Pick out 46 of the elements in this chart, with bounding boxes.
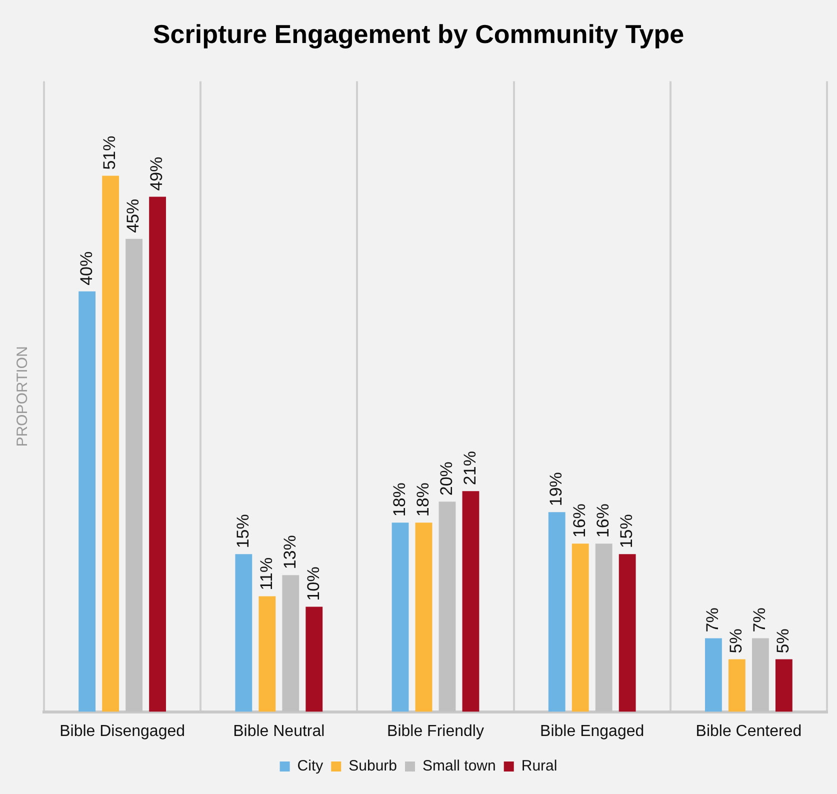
bar [775,659,792,712]
data-label: 16% [570,504,590,538]
data-label: 21% [460,451,480,486]
data-label: 10% [304,566,323,601]
bar [462,491,480,712]
data-label: 5% [774,628,793,654]
bar [572,544,589,712]
bar [618,554,636,712]
legend-label: Small town [422,758,496,775]
bar [102,176,120,712]
data-label: 5% [726,628,746,654]
legend-label: Rural [521,758,558,775]
data-label: 19% [546,472,566,506]
bar [258,596,276,712]
data-label: 7% [750,608,770,632]
data-label: 7% [703,608,722,632]
data-label: 18% [413,482,432,517]
bar [392,522,409,712]
data-label: 15% [617,514,636,548]
bar [235,554,252,712]
legend-label: Suburb [348,758,398,775]
bar [548,512,566,712]
bar [306,606,323,712]
bar [728,659,746,712]
chart-title: Scripture Engagement by Community Type [152,18,684,49]
data-label: 20% [436,462,456,496]
data-label: 13% [280,535,300,570]
x-tick-label: Bible Engaged [540,722,644,740]
legend-label: City [297,758,324,775]
y-axis-title: PROPORTION [14,346,32,447]
bar [149,196,166,712]
data-label: 40% [76,251,96,286]
data-label: 45% [124,198,143,233]
x-tick-label: Bible Centered [696,722,802,740]
data-label: 16% [594,504,613,538]
x-tick-label: Bible Friendly [387,722,484,740]
data-label: 18% [390,482,409,517]
data-label: 15% [233,514,252,548]
bar [415,522,432,712]
bar [705,638,722,712]
data-label: 11% [256,557,276,590]
x-tick-label: Bible Disengaged [60,722,186,740]
bar [78,291,96,712]
data-label: 49% [147,156,166,191]
data-label: 51% [100,136,120,170]
x-tick-label: Bible Neutral [233,722,325,740]
